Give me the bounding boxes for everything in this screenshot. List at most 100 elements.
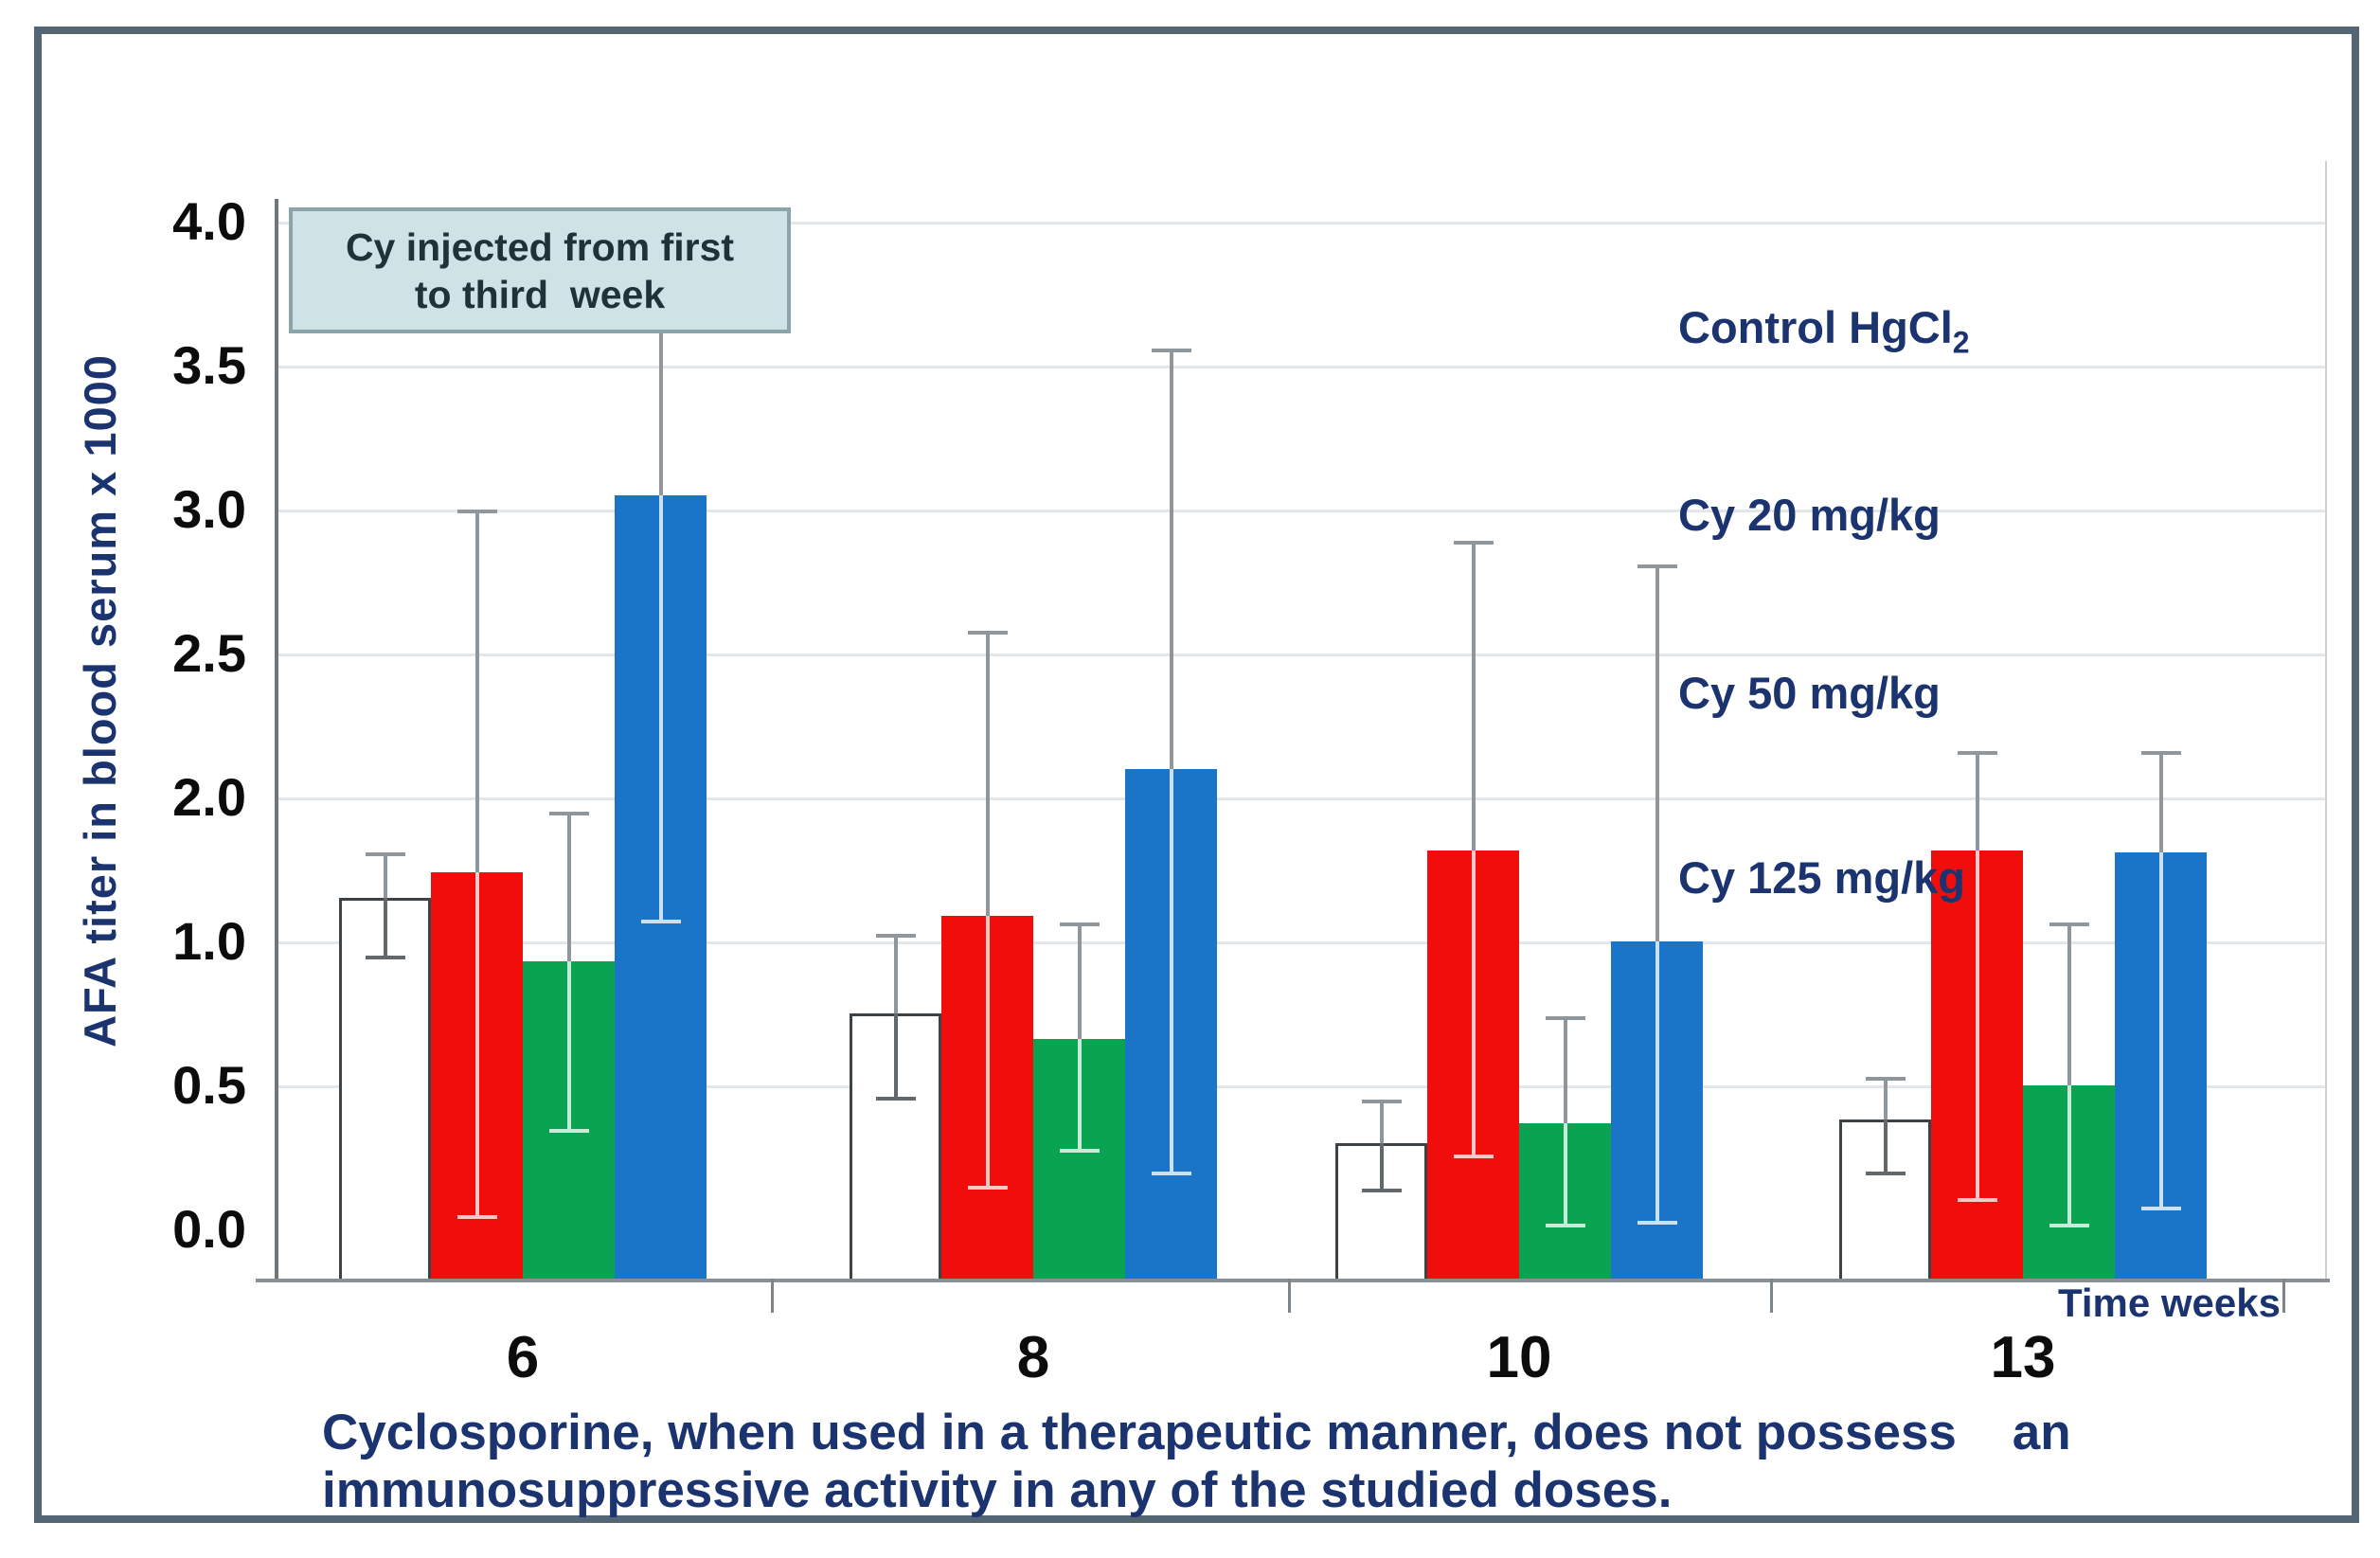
x-axis-tick (2282, 1279, 2285, 1313)
gridline (275, 797, 2325, 800)
errorbar-cap-top (875, 934, 916, 939)
errorbar-cap-top (548, 812, 589, 816)
errorbar-cap-bottom (1637, 1220, 1677, 1225)
errorbar-cap-bottom (548, 1128, 589, 1133)
errorbar-upper (1563, 1016, 1567, 1123)
y-tick-label: 1.0 (172, 911, 246, 971)
y-axis-title: AFA titer in blood serum x 1000 (75, 354, 125, 1048)
errorbar-cap-bottom (1865, 1172, 1906, 1176)
y-tick-label: 0.0 (172, 1199, 246, 1259)
annotation-line-2: to third week (414, 272, 666, 316)
errorbar-cap-top (1637, 564, 1677, 568)
errorbar-lower (2067, 1085, 2071, 1224)
x-axis-line (256, 1279, 2330, 1282)
y-tick-label: 2.0 (172, 767, 246, 827)
y-tick-label: 2.5 (172, 623, 246, 683)
errorbar-upper (893, 934, 898, 1013)
errorbar-upper (474, 510, 479, 873)
gridline (275, 654, 2325, 656)
errorbar-cap-top (1151, 348, 1191, 352)
errorbar-cap-bottom (456, 1214, 497, 1219)
bar-week6-series1 (339, 898, 431, 1279)
x-axis-tick (1288, 1279, 1291, 1313)
errorbar-cap-bottom (967, 1186, 1008, 1191)
errorbar-upper (1077, 922, 1082, 1040)
errorbar-upper (1655, 564, 1659, 941)
y-tick-label: 4.0 (172, 191, 246, 251)
legend-item-3: Cy 50 mg/kg (1678, 667, 1941, 719)
errorbar-upper (2158, 751, 2163, 852)
errorbar-lower (1563, 1122, 1567, 1224)
legend-item-2: Cy 20 mg/kg (1678, 489, 1941, 541)
caption: Cyclosporine, when used in a therapeutic… (322, 1404, 2071, 1519)
y-tick-label: 3.0 (172, 479, 246, 539)
errorbar-upper (1169, 348, 1173, 769)
errorbar-cap-bottom (365, 956, 405, 960)
errorbar-lower (1077, 1039, 1082, 1149)
errorbar-upper (985, 630, 990, 916)
y-axis-line (275, 199, 278, 1279)
gridline (275, 222, 2325, 224)
errorbar-lower (1883, 1119, 1888, 1173)
errorbar-cap-bottom (1361, 1189, 1402, 1193)
x-tick-label: 6 (506, 1325, 540, 1390)
legend-item-1: Control HgCl2 (1678, 301, 1970, 360)
errorbar-upper (1883, 1076, 1888, 1120)
errorbar-cap-top (2049, 922, 2089, 927)
gridline (275, 941, 2325, 944)
errorbar-lower (1169, 768, 1173, 1173)
legend-item-label: Cy 125 mg/kg (1678, 852, 1966, 903)
errorbar-lower (2158, 851, 2163, 1207)
legend-item-label: Cy 20 mg/kg (1678, 490, 1941, 540)
errorbar-cap-bottom (2140, 1206, 2181, 1210)
errorbar-lower (566, 961, 571, 1129)
y-tick-label: 0.5 (172, 1055, 246, 1115)
legend-item-4: Cy 125 mg/kg (1678, 851, 1965, 904)
errorbar-upper (566, 812, 571, 962)
errorbar-upper (383, 851, 387, 899)
errorbar-lower (1655, 941, 1659, 1221)
errorbar-lower (1379, 1142, 1384, 1190)
errorbar-lower (1975, 851, 1979, 1198)
x-tick-label: 13 (1990, 1325, 2056, 1390)
errorbar-cap-top (1957, 751, 1997, 756)
errorbar-lower (474, 872, 479, 1215)
plot-right-border (2325, 161, 2327, 1279)
errorbar-cap-bottom (1059, 1148, 1100, 1153)
errorbar-cap-bottom (2049, 1223, 2089, 1227)
errorbar-cap-top (365, 851, 405, 856)
errorbar-cap-top (1545, 1016, 1585, 1021)
errorbar-lower (893, 1013, 898, 1098)
x-axis-title: Time weeks (2057, 1280, 2281, 1325)
errorbar-cap-bottom (640, 920, 681, 924)
errorbar-cap-top (1453, 541, 1494, 546)
errorbar-cap-top (2140, 751, 2181, 756)
x-tick-label: 10 (1486, 1325, 1552, 1390)
errorbar-cap-top (1865, 1076, 1906, 1081)
legend-item-subscript: 2 (1952, 325, 1970, 360)
errorbar-cap-top (967, 630, 1008, 635)
errorbar-upper (658, 322, 663, 495)
errorbar-upper (1379, 1100, 1384, 1143)
annotation-box: Cy injected from first to third week (289, 207, 791, 333)
errorbar-lower (985, 915, 990, 1187)
x-axis-tick (771, 1279, 774, 1313)
gridline (275, 510, 2325, 512)
annotation-line-1: Cy injected from first (345, 224, 735, 269)
errorbar-cap-top (1059, 922, 1100, 927)
x-tick-label: 8 (1016, 1325, 1050, 1390)
errorbar-cap-top (456, 510, 497, 513)
errorbar-lower (383, 898, 387, 957)
errorbar-upper (1975, 751, 1979, 851)
errorbar-lower (658, 494, 663, 921)
errorbar-cap-bottom (1957, 1197, 1997, 1202)
legend-item-label: Cy 50 mg/kg (1678, 668, 1941, 718)
x-axis-tick (1770, 1279, 1773, 1313)
caption-line-2: immunosuppressive activity in any of the… (322, 1462, 1673, 1518)
errorbar-lower (1471, 851, 1476, 1155)
errorbar-cap-bottom (1545, 1223, 1585, 1227)
errorbar-cap-bottom (1453, 1154, 1494, 1158)
caption-line-1: Cyclosporine, when used in a therapeutic… (322, 1405, 2071, 1460)
gridline (275, 366, 2325, 368)
